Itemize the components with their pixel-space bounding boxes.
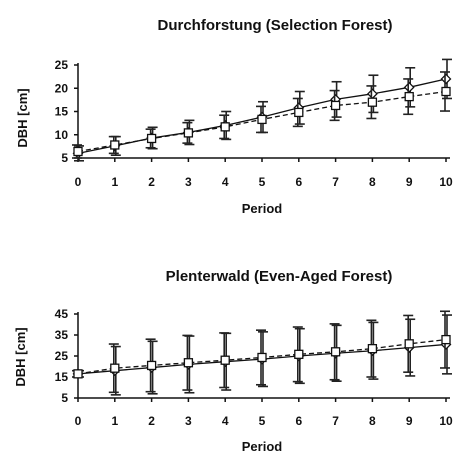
- data-point-square: [294, 349, 304, 359]
- x-tick-label: 10: [439, 414, 453, 428]
- data-point-square: [441, 334, 451, 345]
- data-point-square: [146, 133, 157, 144]
- data-point-diamond: [440, 73, 452, 85]
- data-point-square: [146, 360, 157, 371]
- data-point-square: [220, 355, 230, 365]
- data-point-square: [220, 122, 230, 132]
- x-axis-title: Period: [242, 201, 283, 216]
- data-point-square: [73, 146, 83, 157]
- data-point-square: [330, 100, 341, 111]
- chart-selection-forest: Durchforstung (Selection Forest) DBH [cm…: [15, 17, 453, 216]
- data-point-square: [441, 86, 451, 97]
- data-point-square: [73, 369, 83, 379]
- x-tick-label: 5: [259, 175, 266, 189]
- x-tick-label: 8: [369, 175, 376, 189]
- y-tick-label: 25: [55, 58, 69, 72]
- data-point-square: [110, 140, 120, 150]
- data-point-square: [183, 128, 194, 138]
- y-tick-label: 5: [61, 151, 68, 165]
- x-axis-title: Period: [242, 439, 283, 454]
- y-tick-label: 5: [61, 391, 68, 405]
- x-tick-label: 2: [148, 414, 155, 428]
- y-tick-label: 15: [55, 105, 69, 119]
- data-point-square: [183, 358, 194, 368]
- y-tick-label: 45: [55, 307, 69, 321]
- data-point-diamond: [366, 88, 378, 100]
- x-tick-label: 6: [295, 175, 302, 189]
- x-tick-label: 9: [406, 175, 413, 189]
- chart-title: Durchforstung (Selection Forest): [157, 17, 392, 34]
- x-tick-label: 3: [185, 175, 192, 189]
- x-tick-label: 4: [222, 414, 229, 428]
- x-tick-label: 4: [222, 175, 229, 189]
- series-diamond: [72, 58, 452, 162]
- x-tick-label: 1: [111, 175, 118, 189]
- x-tick-label: 0: [75, 414, 82, 428]
- x-tick-label: 8: [369, 414, 376, 428]
- x-tick-label: 7: [332, 175, 339, 189]
- data-point-square: [404, 339, 414, 349]
- y-axis-title: DBH [cm]: [13, 327, 28, 386]
- x-tick-label: 9: [406, 414, 413, 428]
- series-square: [72, 310, 451, 394]
- data-point-square: [367, 343, 378, 354]
- y-tick-label: 10: [55, 128, 69, 142]
- x-tick-label: 3: [185, 414, 192, 428]
- x-tick-label: 5: [259, 414, 266, 428]
- data-point-square: [404, 91, 414, 102]
- x-tick-label: 10: [439, 175, 453, 189]
- x-tick-label: 1: [111, 414, 118, 428]
- chart-title: Plenterwald (Even-Aged Forest): [166, 268, 393, 285]
- data-point-square: [367, 97, 378, 107]
- data-point-diamond: [403, 81, 415, 93]
- x-tick-label: 7: [332, 414, 339, 428]
- x-tick-label: 0: [75, 175, 82, 189]
- y-axis-title: DBH [cm]: [15, 88, 30, 147]
- y-tick-label: 20: [55, 81, 69, 95]
- y-tick-label: 15: [55, 370, 69, 384]
- x-tick-label: 6: [295, 414, 302, 428]
- data-point-square: [257, 352, 267, 363]
- data-point-square: [110, 363, 120, 373]
- y-tick-label: 35: [55, 328, 69, 342]
- data-point-square: [330, 347, 341, 357]
- series-square: [72, 71, 451, 159]
- chart-even-aged-forest: Plenterwald (Even-Aged Forest) DBH [cm] …: [13, 268, 453, 454]
- data-point-square: [294, 107, 304, 118]
- data-point-square: [257, 114, 267, 125]
- x-tick-label: 2: [148, 175, 155, 189]
- y-tick-label: 25: [55, 349, 69, 363]
